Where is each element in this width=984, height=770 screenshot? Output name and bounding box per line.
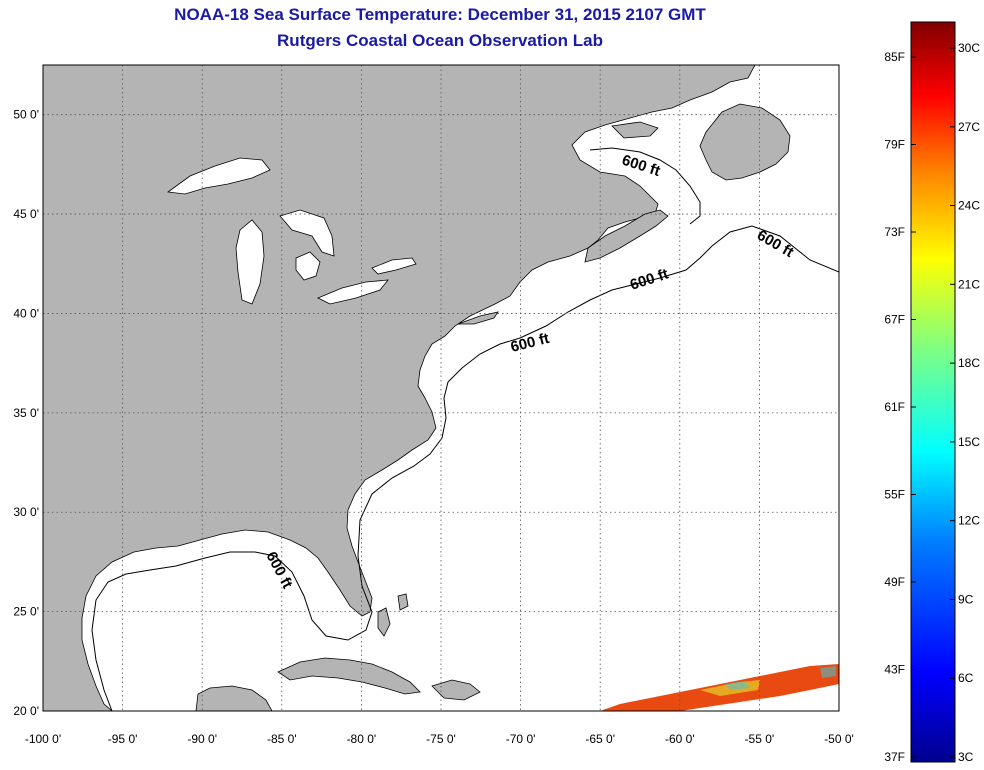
longitude-tick-labels: -100 0' -95 0' -90 0' -85 0' -80 0' -75 0' -70… bbox=[25, 732, 854, 746]
colorbar-f-label: 61F bbox=[884, 400, 905, 414]
map-title-line1: NOAA-18 Sea Surface Temperature: Decembe… bbox=[174, 5, 706, 24]
colorbar-c-label: 3C bbox=[958, 750, 974, 764]
lon-tick-label: -100 0' bbox=[25, 732, 61, 746]
colorbar-f-label: 67F bbox=[884, 313, 905, 327]
lon-tick-label: -55 0' bbox=[745, 732, 775, 746]
lat-tick-label: 20 0' bbox=[13, 704, 39, 718]
nova-scotia-land bbox=[584, 209, 669, 263]
lon-tick-label: -90 0' bbox=[187, 732, 217, 746]
colorbar-f-label: 49F bbox=[884, 575, 905, 589]
colorbar-c-label: 18C bbox=[958, 356, 980, 370]
lat-tick-label: 45 0' bbox=[13, 207, 39, 221]
lon-tick-label: -80 0' bbox=[347, 732, 377, 746]
lon-tick-label: -85 0' bbox=[267, 732, 297, 746]
colorbar-f-label: 43F bbox=[884, 663, 905, 677]
colorbar-f-label: 55F bbox=[884, 488, 905, 502]
colorbar-c-label: 30C bbox=[958, 41, 980, 55]
colorbar-celsius-labels: 30C 27C 24C 21C 18C 15C 12C 9C 6C 3C bbox=[950, 41, 980, 764]
lon-tick-label: -50 0' bbox=[824, 732, 854, 746]
colorbar-f-label: 73F bbox=[884, 225, 905, 239]
colorbar-c-label: 12C bbox=[958, 514, 980, 528]
colorbar-c-label: 6C bbox=[958, 671, 974, 685]
newfoundland-land bbox=[699, 103, 791, 181]
colorbar-c-label: 9C bbox=[958, 592, 974, 606]
lat-tick-label: 30 0' bbox=[13, 505, 39, 519]
colorbar-f-label: 79F bbox=[884, 138, 905, 152]
lon-tick-label: -75 0' bbox=[426, 732, 456, 746]
lon-tick-label: -60 0' bbox=[665, 732, 695, 746]
depth-contour-600ft bbox=[91, 225, 839, 711]
map-title-line2: Rutgers Coastal Ocean Observation Lab bbox=[277, 31, 603, 50]
lat-tick-label: 25 0' bbox=[13, 605, 39, 619]
colorbar-c-label: 15C bbox=[958, 435, 980, 449]
map-frame bbox=[42, 64, 840, 712]
sst-swath-cool-patch-2 bbox=[725, 666, 836, 690]
north-america-land bbox=[43, 65, 756, 711]
yucatan-land bbox=[195, 685, 273, 711]
lat-tick-label: 50 0' bbox=[13, 108, 39, 122]
long-island-land bbox=[457, 311, 499, 325]
colorbar-c-label: 21C bbox=[958, 277, 980, 291]
lat-tick-label: 40 0' bbox=[13, 306, 39, 320]
lon-tick-label: -70 0' bbox=[506, 732, 536, 746]
lon-tick-label: -95 0' bbox=[108, 732, 138, 746]
lat-tick-label: 35 0' bbox=[13, 406, 39, 420]
colorbar-f-label: 85F bbox=[884, 50, 905, 64]
colorbar-fahrenheit-labels: 85F 79F 73F 67F 61F 55F 49F 43F 37F bbox=[884, 50, 916, 764]
great-lakes bbox=[166, 157, 417, 305]
hispaniola-land bbox=[431, 679, 481, 701]
colorbar-f-label: 37F bbox=[884, 750, 905, 764]
cuba-land bbox=[277, 657, 421, 695]
colorbar-c-label: 24C bbox=[958, 199, 980, 213]
latitude-tick-labels: 20 0' 25 0' 30 0' 35 0' 40 0' 45 0' 50 0' bbox=[13, 108, 39, 718]
lon-tick-label: -65 0' bbox=[585, 732, 615, 746]
bahamas-land bbox=[377, 593, 409, 637]
colorbar-c-label: 27C bbox=[958, 120, 980, 134]
colorbar bbox=[910, 21, 956, 763]
anticosti-land bbox=[611, 121, 659, 139]
depth-contour-gulf-stlawrence bbox=[589, 147, 701, 225]
